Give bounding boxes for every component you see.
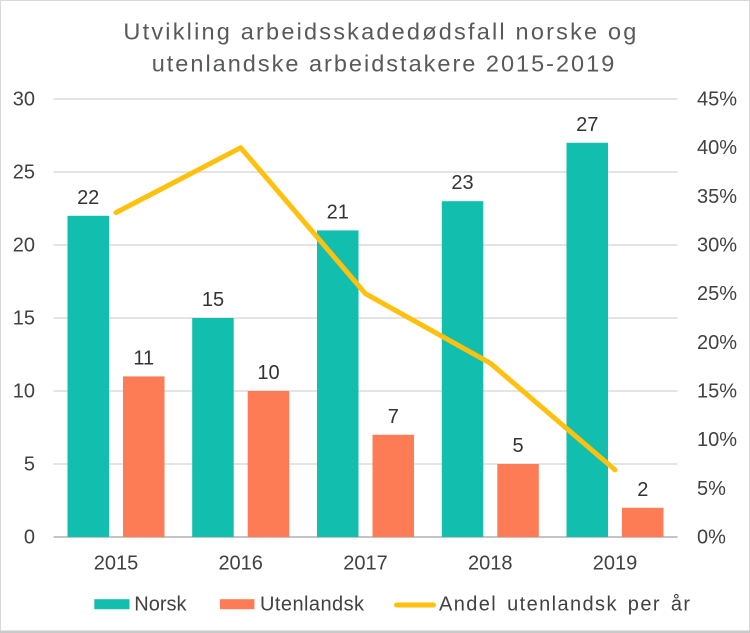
svg-text:40%: 40%: [697, 137, 737, 159]
svg-text:20: 20: [13, 235, 35, 257]
svg-text:10%: 10%: [697, 429, 737, 451]
svg-text:2019: 2019: [593, 553, 638, 575]
svg-text:Norsk: Norsk: [134, 593, 187, 615]
svg-text:5: 5: [24, 454, 35, 476]
svg-text:2015: 2015: [94, 553, 139, 575]
svg-text:10: 10: [257, 362, 279, 384]
svg-text:35%: 35%: [697, 186, 737, 208]
svg-text:2018: 2018: [468, 553, 513, 575]
svg-text:0%: 0%: [697, 527, 726, 549]
svg-text:23: 23: [451, 172, 473, 194]
svg-text:15%: 15%: [697, 381, 737, 403]
svg-text:21: 21: [327, 201, 349, 223]
svg-text:30%: 30%: [697, 235, 737, 257]
svg-text:5: 5: [512, 435, 523, 457]
svg-text:2016: 2016: [218, 553, 263, 575]
svg-text:11: 11: [133, 347, 154, 369]
svg-text:15: 15: [13, 308, 35, 330]
svg-text:22: 22: [77, 187, 99, 209]
svg-text:0: 0: [24, 527, 35, 549]
svg-text:45%: 45%: [697, 89, 737, 111]
svg-text:utenlandske arbeidstakere 2015: utenlandske arbeidstakere 2015-2019: [152, 51, 617, 77]
svg-text:27: 27: [576, 114, 598, 136]
svg-text:Utenlandsk: Utenlandsk: [260, 593, 365, 615]
svg-text:15: 15: [202, 289, 224, 311]
svg-text:2: 2: [637, 479, 648, 501]
svg-text:25: 25: [13, 162, 35, 184]
svg-text:10: 10: [13, 381, 35, 403]
svg-text:5%: 5%: [697, 478, 726, 500]
svg-text:7: 7: [388, 406, 399, 428]
svg-text:Andel utenlandsk per år: Andel utenlandsk per år: [439, 593, 691, 615]
svg-text:20%: 20%: [697, 332, 737, 354]
svg-text:Utvikling arbeidsskadedødsfall: Utvikling arbeidsskadedødsfall norske og: [123, 19, 638, 45]
svg-text:30: 30: [13, 89, 35, 111]
svg-text:2017: 2017: [343, 553, 388, 575]
svg-text:25%: 25%: [697, 283, 737, 305]
